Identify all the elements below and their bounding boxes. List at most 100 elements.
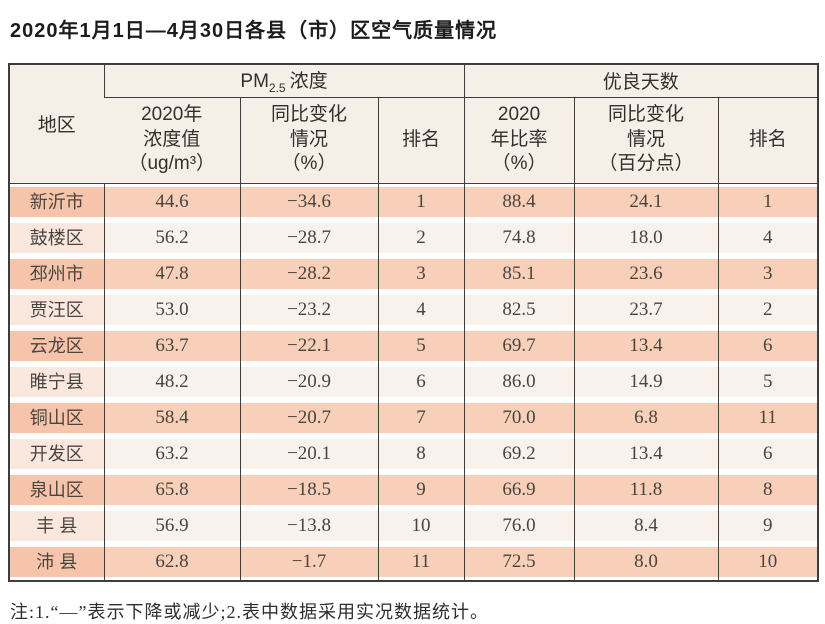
page-title: 2020年1月1日—4月30日各县（市）区空气质量情况: [10, 20, 498, 42]
cell-gd-change-value: 8.0: [574, 546, 718, 577]
cell-pm-change: −22.1: [239, 327, 378, 364]
cell-pm-value: 62.8: [103, 543, 240, 581]
header-gd-change: 同比变化 情况 （百分点）: [573, 97, 719, 184]
cell-region: 鼓楼区: [9, 219, 104, 256]
cell-region-value: 贾汪区: [10, 294, 104, 325]
cell-gd-ratio: 72.5: [463, 543, 575, 581]
cell-gd-change: 8.4: [573, 507, 719, 544]
cell-gd-change: 23.7: [573, 291, 719, 328]
cell-pm-value-value: 56.2: [104, 222, 240, 253]
table-row: 丰 县 56.9 −13.8 10 76.0 8.4 9: [9, 507, 819, 544]
cell-gd-rank: 8: [717, 471, 819, 508]
cell-gd-ratio: 69.7: [463, 327, 575, 364]
cell-region-value: 开发区: [10, 438, 104, 469]
table-header: 地区 PM2.5 浓度 优良天数 2020年 浓度值 （ug/m³） 同比变化 情…: [9, 64, 819, 184]
cell-region: 沛 县: [9, 543, 104, 581]
cell-region-value: 新沂市: [10, 186, 104, 217]
cell-gd-ratio-value: 88.4: [464, 186, 574, 217]
cell-pm-rank-value: 5: [378, 330, 464, 361]
table-row: 泉山区 65.8 −18.5 9 66.9 11.8 8: [9, 471, 819, 508]
cell-region-value: 丰 县: [10, 510, 104, 541]
cell-gd-ratio-value: 82.5: [464, 294, 574, 325]
cell-pm-value: 56.9: [103, 507, 240, 544]
cell-gd-change: 14.9: [573, 363, 719, 400]
cell-gd-change: 11.8: [573, 471, 719, 508]
cell-gd-rank-value: 3: [718, 258, 818, 289]
cell-region-value: 邳州市: [10, 258, 104, 289]
cell-pm-change: −23.2: [239, 291, 378, 328]
cell-gd-rank-value: 8: [718, 474, 818, 505]
cell-pm-change-value: −28.2: [240, 258, 378, 289]
cell-pm-change-value: −28.7: [240, 222, 378, 253]
cell-gd-ratio-value: 86.0: [464, 366, 574, 397]
cell-pm-rank-value: 2: [378, 222, 464, 253]
cell-gd-change: 13.4: [573, 327, 719, 364]
cell-pm-rank: 3: [377, 255, 465, 292]
cell-gd-change-value: 13.4: [574, 330, 718, 361]
cell-pm-rank: 11: [377, 543, 465, 581]
cell-pm-rank: 5: [377, 327, 465, 364]
cell-region-value: 睢宁县: [10, 366, 104, 397]
cell-pm-rank-value: 7: [378, 402, 464, 433]
header-pm-value: 2020年 浓度值 （ug/m³）: [104, 97, 240, 184]
cell-gd-ratio-value: 76.0: [464, 510, 574, 541]
table-row: 贾汪区 53.0 −23.2 4 82.5 23.7 2: [9, 291, 819, 328]
cell-gd-change-value: 6.8: [574, 402, 718, 433]
cell-pm-value-value: 48.2: [104, 366, 240, 397]
cell-pm-rank-value: 1: [378, 186, 464, 217]
cell-gd-change: 18.0: [573, 219, 719, 256]
cell-gd-rank: 4: [717, 219, 819, 256]
cell-pm-change: −1.7: [239, 543, 378, 581]
cell-gd-rank-value: 11: [718, 402, 818, 433]
cell-gd-ratio-value: 85.1: [464, 258, 574, 289]
cell-gd-rank-value: 9: [718, 510, 818, 541]
cell-pm-change: −18.5: [239, 471, 378, 508]
cell-gd-ratio: 70.0: [463, 399, 575, 436]
cell-gd-change: 6.8: [573, 399, 719, 436]
cell-gd-rank: 5: [717, 363, 819, 400]
table-row: 鼓楼区 56.2 −28.7 2 74.8 18.0 4: [9, 219, 819, 256]
cell-pm-rank: 1: [377, 183, 465, 220]
cell-pm-rank-value: 11: [378, 546, 464, 577]
cell-pm-change: −13.8: [239, 507, 378, 544]
cell-gd-ratio: 86.0: [463, 363, 575, 400]
header-region: 地区: [9, 64, 104, 184]
cell-pm-rank-value: 3: [378, 258, 464, 289]
cell-gd-rank-value: 5: [718, 366, 818, 397]
cell-gd-change: 8.0: [573, 543, 719, 581]
cell-region-value: 云龙区: [10, 330, 104, 361]
cell-pm-rank: 2: [377, 219, 465, 256]
cell-region: 新沂市: [9, 183, 104, 220]
cell-pm-change-value: −20.9: [240, 366, 378, 397]
air-quality-table: 地区 PM2.5 浓度 优良天数 2020年 浓度值 （ug/m³） 同比变化 情…: [8, 63, 820, 582]
header-group-pm25: PM2.5 浓度: [103, 64, 465, 98]
cell-region: 铜山区: [9, 399, 104, 436]
cell-pm-value-value: 63.2: [104, 438, 240, 469]
cell-gd-rank-value: 1: [718, 186, 818, 217]
cell-pm-rank: 4: [377, 291, 465, 328]
cell-gd-change-value: 23.6: [574, 258, 718, 289]
cell-gd-ratio: 85.1: [463, 255, 575, 292]
cell-pm-rank-value: 6: [378, 366, 464, 397]
table-row: 铜山区 58.4 −20.7 7 70.0 6.8 11: [9, 399, 819, 436]
cell-pm-change: −20.7: [239, 399, 378, 436]
cell-gd-rank-value: 4: [718, 222, 818, 253]
cell-gd-ratio-value: 69.7: [464, 330, 574, 361]
cell-region: 丰 县: [9, 507, 104, 544]
cell-gd-ratio: 82.5: [463, 291, 575, 328]
cell-pm-change-value: −18.5: [240, 474, 378, 505]
cell-pm-value: 47.8: [103, 255, 240, 292]
header-group-row: 地区 PM2.5 浓度 优良天数: [9, 64, 819, 184]
cell-gd-change-value: 13.4: [574, 438, 718, 469]
cell-gd-rank-value: 10: [718, 546, 818, 577]
cell-gd-rank: 11: [717, 399, 819, 436]
cell-gd-change-value: 24.1: [574, 186, 718, 217]
cell-gd-change-value: 8.4: [574, 510, 718, 541]
pm25-concentration-label: PM2.5 浓度: [240, 71, 328, 96]
cell-gd-ratio-value: 70.0: [464, 402, 574, 433]
cell-pm-rank-value: 9: [378, 474, 464, 505]
cell-pm-change: −28.2: [239, 255, 378, 292]
cell-pm-change: −20.1: [239, 435, 378, 472]
cell-gd-change-value: 14.9: [574, 366, 718, 397]
cell-pm-rank-value: 4: [378, 294, 464, 325]
